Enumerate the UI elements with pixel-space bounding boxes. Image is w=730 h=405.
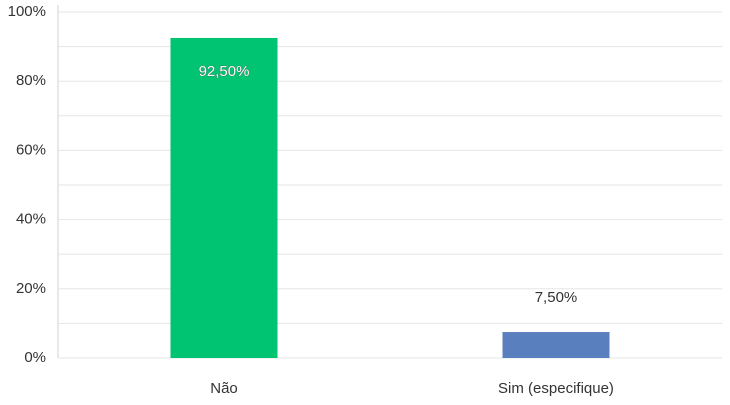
- y-tick-label: 0%: [24, 349, 46, 366]
- x-tick-label: Sim (especifique): [498, 380, 614, 397]
- bar: [502, 332, 610, 358]
- bar: [170, 37, 278, 358]
- y-tick-label: 100%: [8, 3, 46, 20]
- value-label: 92,50%: [199, 63, 250, 80]
- y-tick-label: 40%: [16, 211, 46, 228]
- x-tick-label: Não: [210, 380, 238, 397]
- y-tick-label: 20%: [16, 280, 46, 297]
- y-tick-label: 60%: [16, 141, 46, 158]
- y-tick-label: 80%: [16, 72, 46, 89]
- value-label: 7,50%: [535, 289, 578, 306]
